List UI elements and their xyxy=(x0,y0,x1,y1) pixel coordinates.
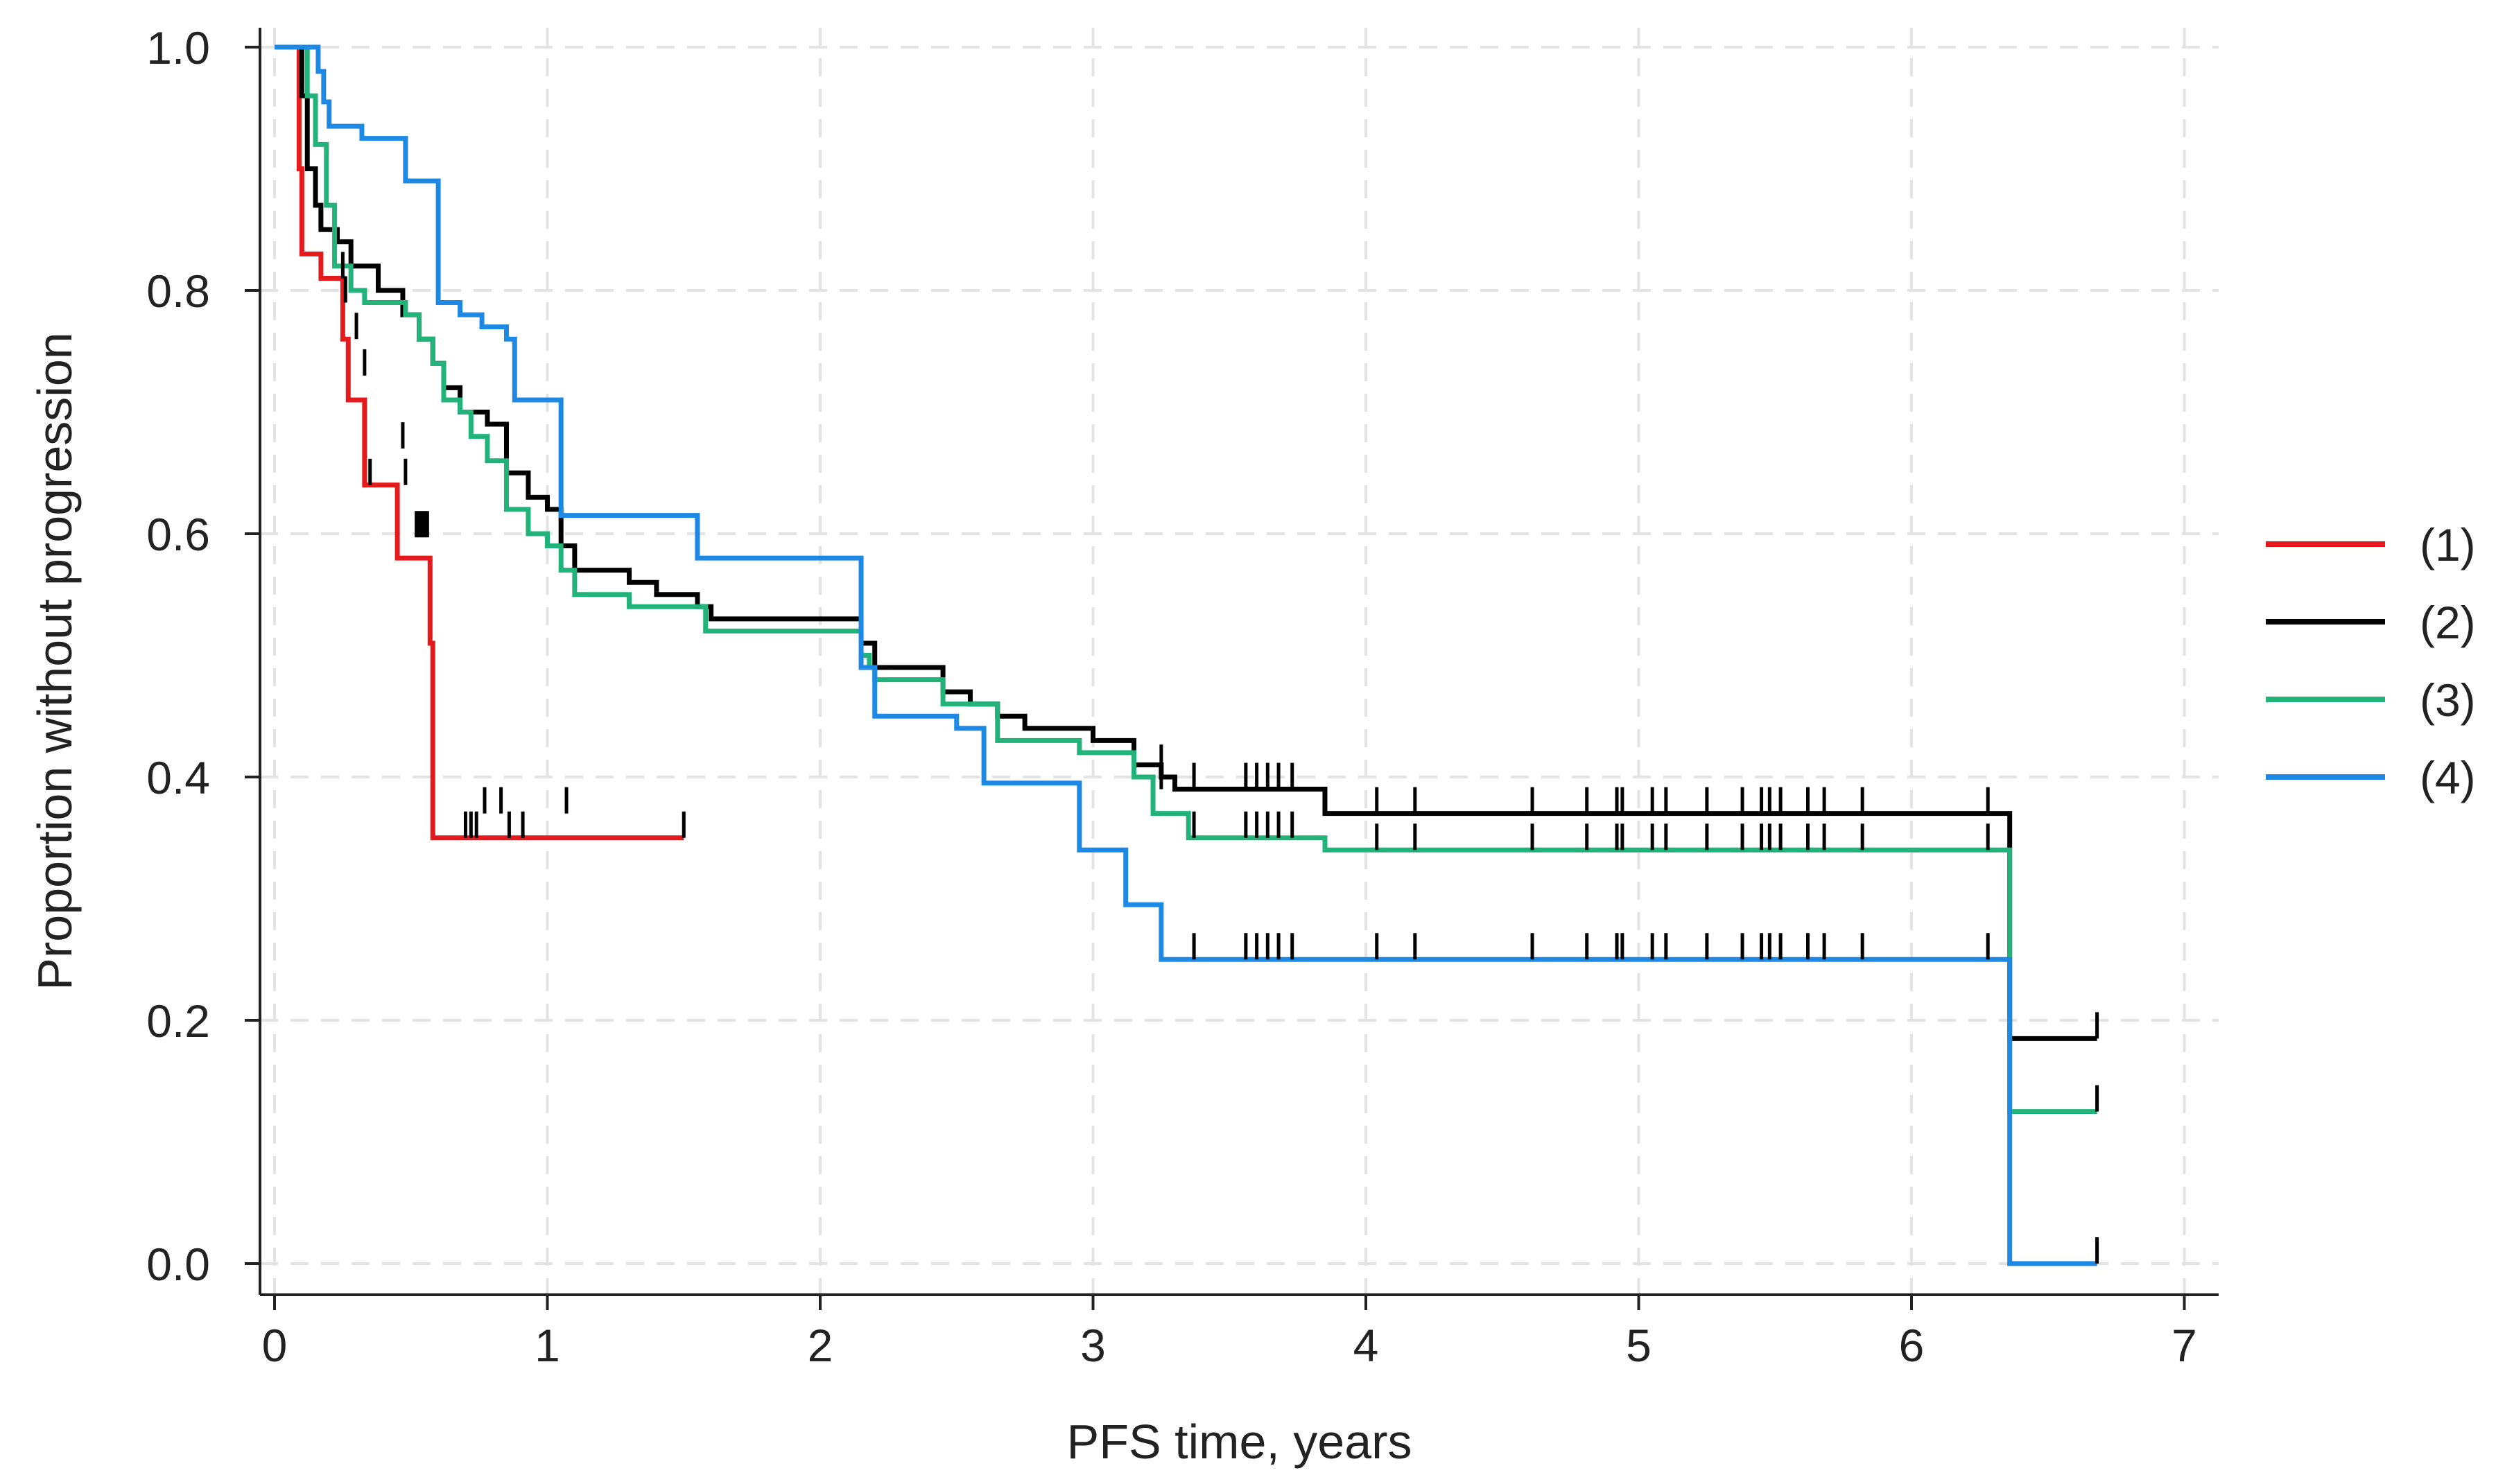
series-line-3 xyxy=(275,44,2097,1115)
x-tick-label: 0 xyxy=(262,1320,288,1371)
legend-label-3: (3) xyxy=(2420,674,2476,726)
x-tick-label: 1 xyxy=(535,1320,560,1371)
y-tick-label: 0.6 xyxy=(146,509,210,560)
censor-marks xyxy=(340,252,2099,1264)
x-axis-ticks: 0 1 2 3 4 5 6 7 xyxy=(262,1295,2197,1371)
gridlines xyxy=(260,28,2219,1295)
x-tick-label: 2 xyxy=(808,1320,833,1371)
y-axis-title: Proportion without progression xyxy=(28,332,82,990)
series-line-2 xyxy=(275,44,2097,1041)
y-tick-label: 0.4 xyxy=(146,752,210,803)
x-tick-label: 4 xyxy=(1353,1320,1379,1371)
series-line-1 xyxy=(275,44,684,841)
x-tick-label: 5 xyxy=(1626,1320,1652,1371)
legend: (1) (2) (3) (4) xyxy=(2266,519,2476,803)
axes xyxy=(259,28,2219,1296)
y-tick-label: 0.2 xyxy=(146,995,210,1047)
series-line-4 xyxy=(275,44,2097,1266)
legend-label-2: (2) xyxy=(2420,597,2476,648)
y-tick-label: 1.0 xyxy=(146,22,210,73)
x-tick-label: 7 xyxy=(2172,1320,2197,1371)
legend-label-1: (1) xyxy=(2420,519,2476,570)
legend-label-4: (4) xyxy=(2420,752,2476,803)
y-axis-ticks: 0.0 0.2 0.4 0.6 0.8 1.0 xyxy=(146,22,260,1290)
x-tick-label: 3 xyxy=(1080,1320,1106,1371)
x-axis-title: PFS time, years xyxy=(1067,1415,1412,1469)
y-tick-label: 0.8 xyxy=(146,265,210,317)
x-tick-label: 6 xyxy=(1899,1320,1925,1371)
survival-curves xyxy=(275,44,2097,1266)
y-tick-label: 0.0 xyxy=(146,1239,210,1290)
